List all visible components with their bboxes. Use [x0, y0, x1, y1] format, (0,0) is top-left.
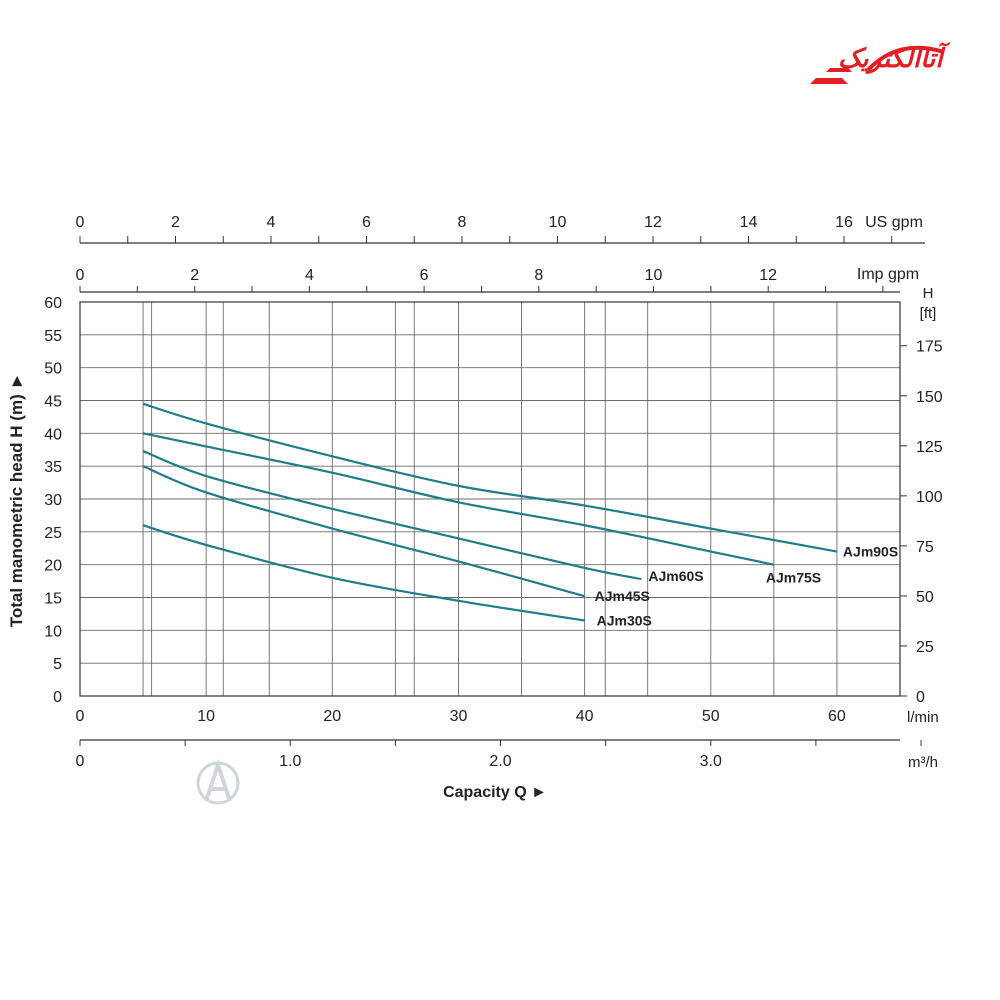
series-label: AJm90S [843, 544, 898, 560]
imp-gpm-tick-label: 12 [759, 267, 777, 284]
us-gpm-tick-label: 2 [171, 214, 180, 231]
y-tick-label: 20 [44, 558, 62, 575]
right-tick-label: 175 [916, 339, 943, 356]
grid [79, 301, 901, 697]
x-tick-label: 30 [450, 708, 468, 725]
x-axis-title: Capacity Q ► [443, 784, 547, 801]
watermark-logo [188, 755, 248, 815]
right-axis-unit-ft: [ft] [920, 305, 937, 322]
x-tick-label: 60 [828, 708, 846, 725]
y-tick-label: 30 [44, 492, 62, 509]
us-gpm-tick-label: 0 [76, 214, 85, 231]
m3h-tick-label: 2.0 [489, 753, 511, 770]
right-tick-label: 100 [916, 489, 943, 506]
brand-logo [808, 40, 958, 98]
series-label: AJm45S [595, 588, 650, 604]
axes: 0510152025303540455055600255075100125150… [44, 214, 943, 771]
m3h-tick-label: 0 [76, 753, 85, 770]
y-tick-label: 40 [44, 426, 62, 443]
m3h-tick-label: 1.0 [279, 753, 301, 770]
y-tick-label: 0 [53, 689, 62, 706]
imp-gpm-tick-label: 0 [76, 267, 85, 284]
y-tick-label: 55 [44, 328, 62, 345]
series-label: AJm30S [597, 612, 652, 628]
series-line [142, 450, 642, 581]
right-tick-label: 0 [916, 689, 925, 706]
right-axis-unit-h: H [923, 285, 934, 302]
series-lines [142, 402, 838, 622]
imp-gpm-tick-label: 8 [534, 267, 543, 284]
x-tick-label: 20 [323, 708, 341, 725]
logo-graphic [810, 45, 945, 84]
x-tick-label: 10 [197, 708, 215, 725]
logo-swoosh [866, 45, 945, 72]
series-line [142, 465, 585, 598]
right-tick-label: 150 [916, 389, 943, 406]
imp-gpm-tick-label: 6 [420, 267, 429, 284]
y-tick-label: 60 [44, 295, 62, 312]
y-tick-label: 25 [44, 525, 62, 542]
y-axis-title: Total manometric head H (m) ► [7, 373, 26, 628]
us-gpm-tick-label: 10 [549, 214, 567, 231]
series-label: AJm75S [766, 570, 821, 586]
us-gpm-tick-label: 8 [458, 214, 467, 231]
m3h-axis-unit: m³/h [908, 754, 938, 771]
series-line [142, 402, 838, 553]
plot-frame [79, 301, 901, 697]
text-labels: Total manometric head H (m) ► Capacity Q … [7, 373, 898, 801]
us-gpm-tick-label: 14 [740, 214, 758, 231]
us-gpm-tick-label: 6 [362, 214, 371, 231]
right-tick-label: 50 [916, 589, 934, 606]
x-tick-label: 40 [576, 708, 594, 725]
logo-text: آتاالکتریک [838, 44, 943, 74]
series-line [142, 432, 775, 566]
series-label: AJm60S [648, 568, 703, 584]
logo-speed-stripe [810, 78, 848, 84]
us-gpm-axis-label: US gpm [865, 214, 923, 231]
right-tick-label: 25 [916, 639, 934, 656]
x-axis-unit: l/min [907, 709, 939, 726]
series-line [142, 524, 585, 622]
y-tick-label: 50 [44, 361, 62, 378]
m3h-tick-label: 3.0 [700, 753, 722, 770]
imp-gpm-tick-label: 2 [190, 267, 199, 284]
right-tick-label: 75 [916, 539, 934, 556]
right-tick-label: 125 [916, 439, 943, 456]
y-tick-label: 15 [44, 591, 62, 608]
us-gpm-tick-label: 12 [644, 214, 662, 231]
imp-gpm-tick-label: 4 [305, 267, 314, 284]
y-tick-label: 5 [53, 656, 62, 673]
imp-gpm-tick-label: 10 [645, 267, 663, 284]
imp-gpm-axis-label: Imp gpm [857, 266, 919, 283]
us-gpm-tick-label: 16 [835, 214, 853, 231]
logo-speed-stripe [826, 68, 852, 72]
x-tick-label: 0 [76, 708, 85, 725]
us-gpm-tick-label: 4 [267, 214, 276, 231]
y-tick-label: 10 [44, 623, 62, 640]
y-tick-label: 35 [44, 459, 62, 476]
x-tick-label: 50 [702, 708, 720, 725]
y-tick-label: 45 [44, 394, 62, 411]
